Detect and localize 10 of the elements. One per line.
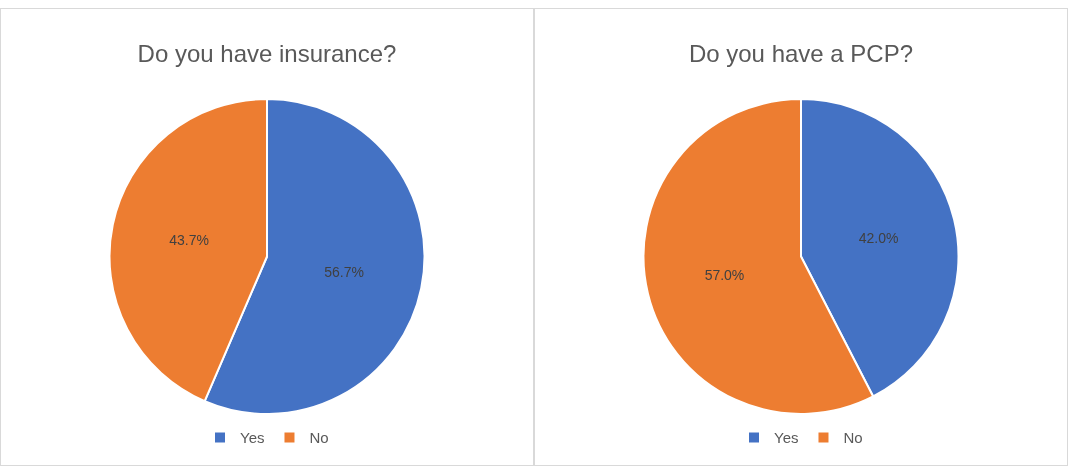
legend-label: No [843, 429, 863, 447]
legend-label: No [309, 429, 329, 447]
legend-label: Yes [774, 429, 799, 447]
chart-title: Do you have insurance? [137, 40, 397, 68]
data-label: 43.7% [169, 232, 209, 249]
data-label: 57.0% [704, 267, 745, 284]
legend-label: Yes [240, 429, 265, 447]
data-label: 42.0% [858, 229, 899, 246]
chart-title: Do you have a PCP? [688, 40, 914, 68]
data-label: 56.7% [324, 264, 364, 281]
